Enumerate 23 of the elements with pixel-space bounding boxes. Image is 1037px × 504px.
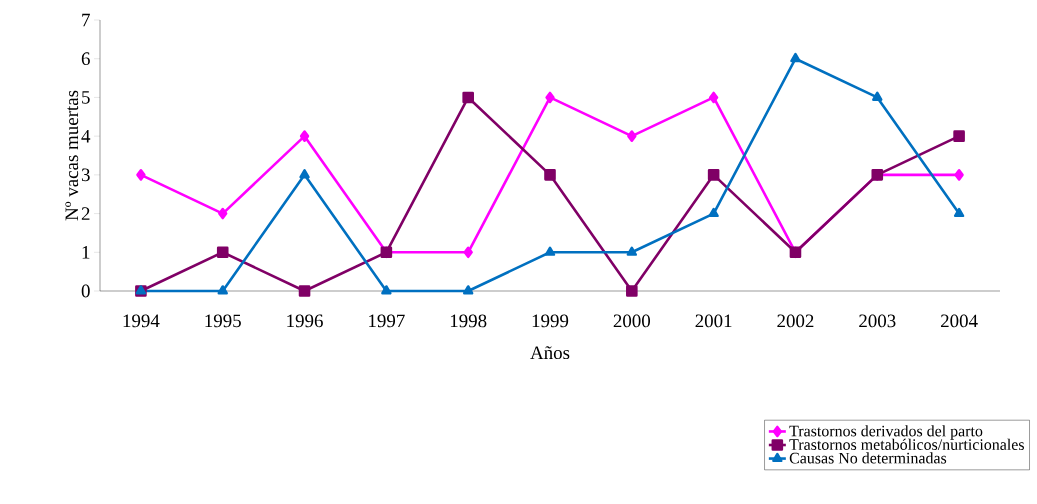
y-tick-label: 5 (82, 91, 90, 104)
x-tick-label: 2004 (941, 314, 978, 328)
y-tick-label: 1 (82, 246, 90, 259)
x-tick-label: 1999 (532, 314, 569, 328)
y-tick-label: 7 (82, 13, 90, 27)
x-tick-label: 2003 (859, 314, 896, 328)
x-tick-label: 2000 (613, 314, 651, 328)
y-axis-title: Nº vacas muertas (65, 90, 79, 221)
y-tick-label: 6 (81, 52, 90, 66)
x-tick-label: 1995 (205, 314, 241, 328)
x-tick-label: 1998 (450, 314, 487, 328)
y-tick-label: 0 (81, 284, 90, 298)
x-tick-label: 1997 (369, 314, 405, 328)
x-tick-label: 1994 (123, 314, 160, 328)
x-tick-label: 1996 (287, 314, 323, 328)
legend-label: Trastornos metabólicos/nurticionales (789, 438, 1024, 450)
y-tick-label: 2 (81, 207, 90, 220)
y-tick-label: 3 (81, 168, 90, 182)
legend-label: Causas No determinadas (789, 452, 947, 464)
y-tick-label: 4 (81, 129, 91, 143)
x-tick-label: 2001 (695, 314, 732, 328)
x-axis-title: Años (530, 346, 570, 360)
x-tick-label: 2002 (777, 314, 814, 328)
